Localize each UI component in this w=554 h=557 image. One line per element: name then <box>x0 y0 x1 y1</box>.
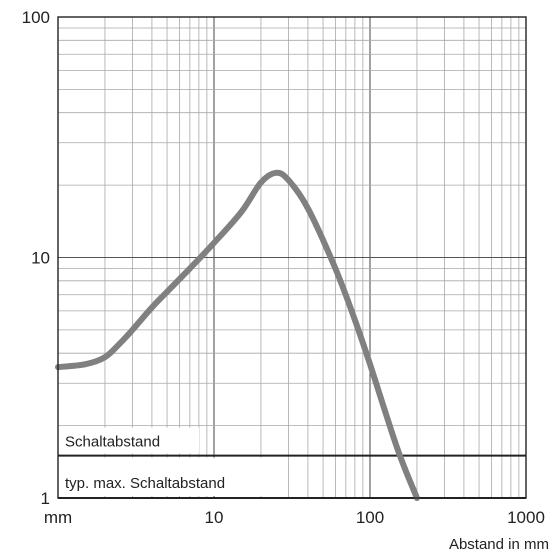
x-tick-label: 100 <box>356 508 384 527</box>
x-tick-label: 1000 <box>507 508 545 527</box>
plot-frame <box>57 16 527 499</box>
series-line <box>55 169 420 501</box>
band-label-background <box>59 427 199 454</box>
x-unit-label: mm <box>44 508 72 527</box>
y-tick-label: 10 <box>31 249 50 268</box>
x-tick-label: 10 <box>205 508 224 527</box>
band-label-typ-max-schaltabstand: typ. max. Schaltabstand <box>65 475 225 492</box>
y-tick-label: 100 <box>22 8 50 27</box>
band-label-schaltabstand: Schaltabstand <box>65 434 160 451</box>
y-tick-label: 1 <box>41 489 50 508</box>
band-label-background <box>59 457 283 496</box>
x-axis-label: Abstand in mm <box>449 536 549 553</box>
grid <box>58 17 526 498</box>
